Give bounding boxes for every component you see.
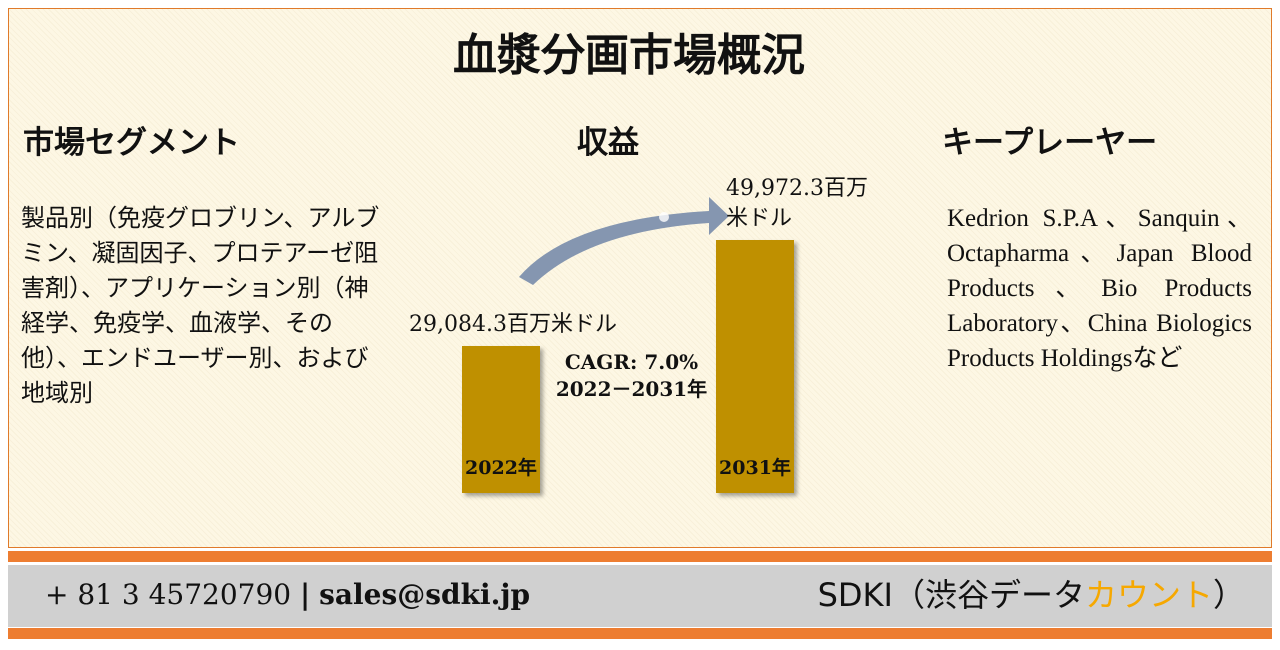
- bar: [462, 345, 540, 493]
- players-text: Kedrion S.P.A、Sanquin、Octapharma、Japan B…: [947, 205, 1252, 372]
- revenue-heading: 収益: [577, 125, 639, 161]
- footer: [8, 565, 1272, 627]
- segments-text: 製品別（免疫グロブリン、アルブミン、凝固因子、プロテアーゼ阻害剤）、アプリケーシ…: [21, 204, 380, 407]
- cagr-rate: CAGR: 7.0%: [564, 350, 699, 374]
- revenue-bars: 2022年 29,084.3百万米ドル 2031年 49,972.3百万米ドル: [9, 9, 1273, 549]
- brand: SDKI（渋谷データカウント）: [818, 570, 1245, 616]
- bar-label: 2022年: [465, 457, 537, 479]
- segments-heading: 市場セグメント: [23, 125, 240, 161]
- brand-text: SDKI（渋谷データ: [817, 576, 1085, 614]
- title: 血漿分画市場概況: [453, 30, 805, 81]
- bar: [716, 240, 794, 493]
- email[interactable]: sales@sdki.jp: [319, 578, 531, 611]
- footer-stripe: [8, 551, 1272, 562]
- footer-stripe: [8, 628, 1272, 639]
- value-label: 49,972.3百万米ドル: [726, 176, 868, 231]
- players-heading: キープレーヤー: [942, 125, 1158, 161]
- arrow-shape: [519, 197, 729, 285]
- growth-arrow: [519, 197, 729, 285]
- cagr: CAGR: 7.0% 2022－2031年: [554, 349, 709, 403]
- contact: + 81 3 45720790 | sales@sdki.jp: [45, 578, 530, 611]
- arrow-dot: [659, 212, 669, 222]
- panel: 血漿分画市場概況 市場セグメント 製品別（免疫グロブリン、アルブミン、凝固因子、…: [8, 8, 1272, 548]
- cagr-period: 2022－2031年: [555, 377, 708, 401]
- separator: |: [300, 578, 311, 611]
- value-label: 29,084.3百万米ドル: [409, 311, 617, 337]
- brand-end: ）: [1212, 576, 1245, 614]
- brand-highlight: カウント: [1084, 576, 1213, 614]
- phone: + 81 3 45720790: [45, 578, 292, 611]
- bar-label: 2031年: [719, 457, 791, 479]
